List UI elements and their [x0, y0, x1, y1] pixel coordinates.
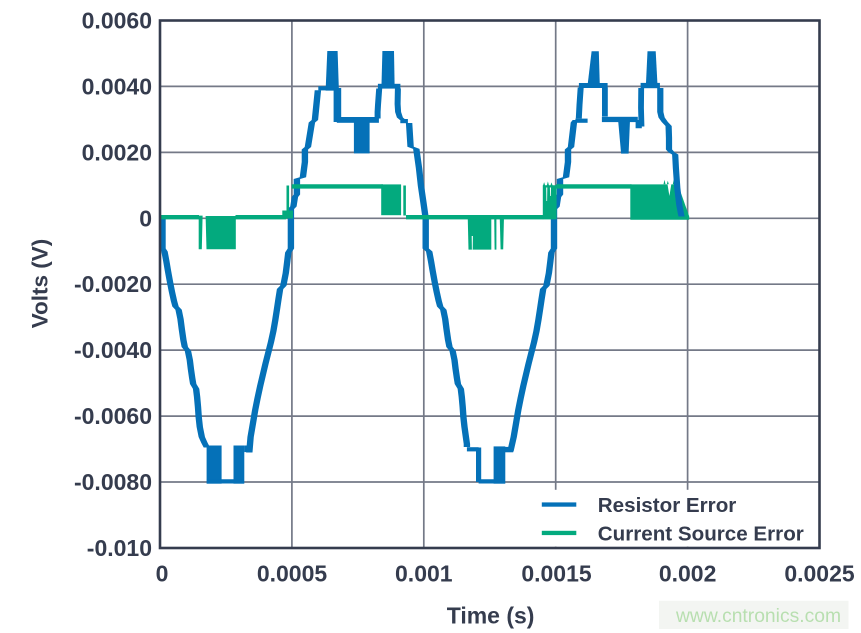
svg-text:0.0040: 0.0040 [82, 73, 152, 99]
svg-text:-0.0080: -0.0080 [74, 469, 152, 495]
svg-text:0.0005: 0.0005 [257, 561, 328, 587]
svg-text:Volts (V): Volts (V) [28, 239, 53, 329]
svg-text:-0.010: -0.010 [87, 535, 152, 561]
svg-text:0.002: 0.002 [659, 561, 717, 587]
svg-text:Current Source Error: Current Source Error [598, 523, 804, 546]
svg-text:0.0060: 0.0060 [82, 8, 152, 34]
svg-text:www.cntronics.com: www.cntronics.com [675, 606, 841, 627]
svg-text:Time (s): Time (s) [447, 602, 535, 628]
svg-text:0.0020: 0.0020 [82, 139, 152, 165]
svg-text:0.001: 0.001 [395, 561, 453, 587]
svg-text:-0.0040: -0.0040 [74, 337, 152, 363]
svg-text:0.0015: 0.0015 [521, 561, 592, 587]
svg-text:Resistor Error: Resistor Error [598, 494, 737, 517]
svg-text:-0.0020: -0.0020 [74, 271, 152, 297]
svg-text:0.0025: 0.0025 [784, 561, 855, 587]
svg-text:0: 0 [139, 205, 152, 231]
svg-text:-0.0060: -0.0060 [74, 403, 152, 429]
svg-text:0: 0 [156, 561, 169, 587]
